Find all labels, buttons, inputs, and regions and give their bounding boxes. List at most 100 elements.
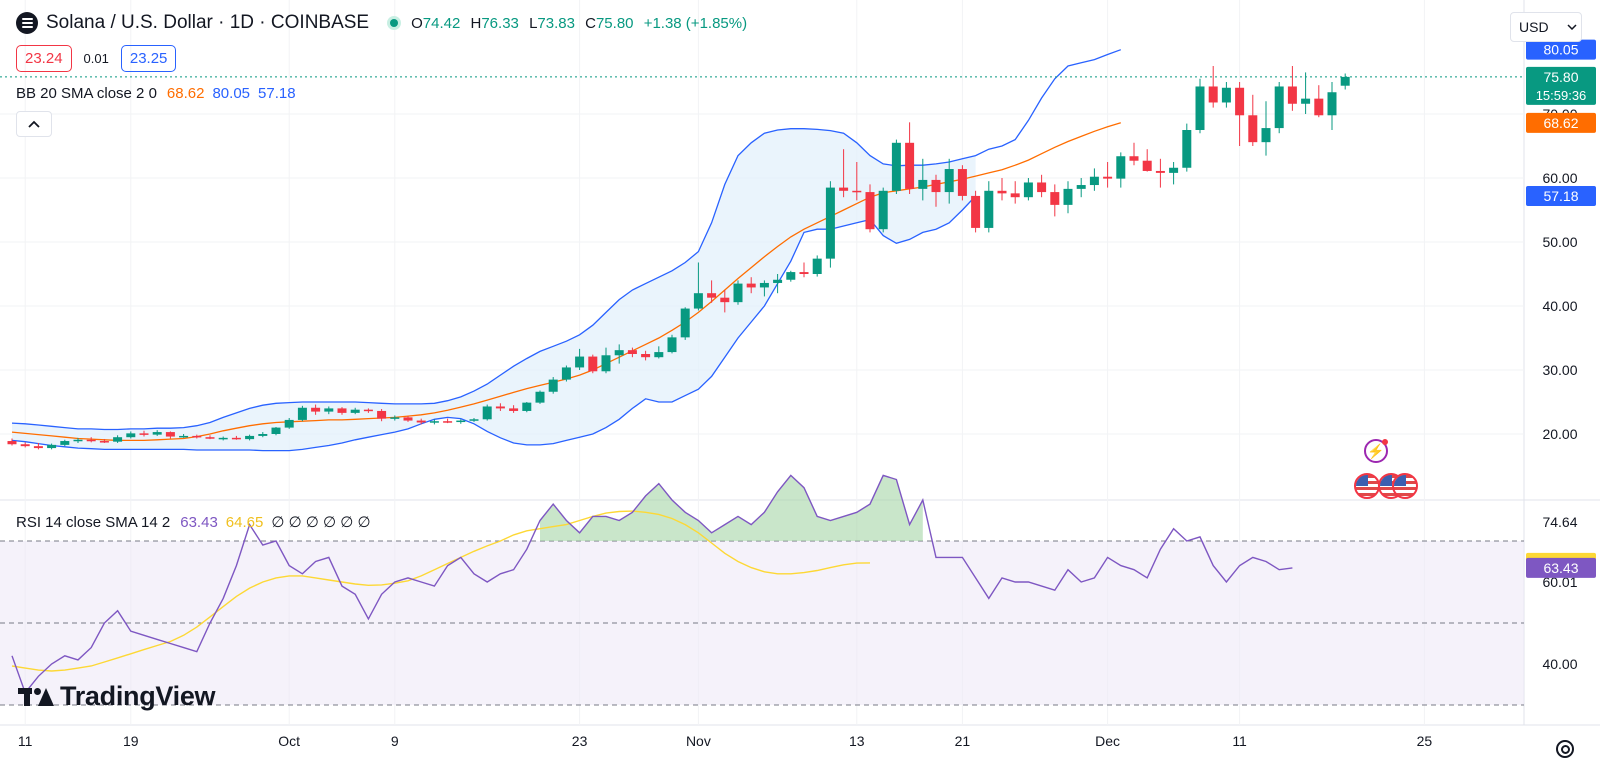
bb-upper-line [11, 49, 1122, 431]
close-value: 75.80 [595, 14, 634, 32]
candle-body [47, 444, 57, 449]
bb-fill [12, 128, 976, 451]
rsi-sma-value: 64.65 [225, 513, 264, 531]
rsi-y-tick-label: 74.64 [1542, 514, 1577, 530]
x-tick-label: 25 [1417, 733, 1433, 749]
candle-body [1023, 182, 1033, 198]
candle-body [1314, 98, 1324, 116]
solana-icon [16, 12, 38, 34]
candle-body [205, 437, 215, 439]
candle-body [720, 297, 730, 303]
open-label: O [411, 14, 423, 32]
bb-basis-price-tag-bg [1526, 112, 1596, 133]
rsi-value: 63.43 [180, 513, 218, 531]
candle-body [33, 446, 43, 449]
candle-body [1261, 128, 1271, 143]
rsi-legend-name[interactable]: RSI 14 close SMA 14 2 [16, 513, 171, 531]
candle-body [403, 417, 413, 421]
market-open-icon [387, 16, 402, 30]
bb-lower-price-tag: 57.18 [1543, 188, 1578, 204]
x-tick-label: 19 [123, 733, 139, 749]
x-tick-label: Dec [1095, 733, 1120, 749]
symbol-legend: Solana / U.S. Dollar · 1D · COINBASE O74… [16, 12, 747, 34]
candle-body [825, 187, 835, 259]
candle-body [693, 293, 703, 309]
candle-body [1208, 86, 1218, 103]
currency-label: USD [1519, 19, 1549, 35]
candle-body [865, 192, 875, 230]
settings-gear-icon[interactable] [1556, 740, 1574, 758]
rsi-legend: RSI 14 close SMA 14 2 63.43 64.65 ∅ ∅ ∅ … [16, 513, 379, 532]
lightning-icon[interactable]: ⚡ [1364, 439, 1388, 463]
bb-lower-line [11, 195, 977, 452]
rsi-overbought-fill [540, 475, 923, 541]
tradingview-logo-text: TradingView [60, 681, 216, 711]
candle-body [1155, 170, 1165, 173]
close-label: C [585, 14, 596, 32]
x-tick-label: 11 [1232, 733, 1247, 749]
candle-body [627, 350, 637, 354]
candle-body [469, 419, 479, 421]
candle-body [284, 419, 294, 428]
x-tick-label: Nov [686, 733, 711, 749]
candle-body [73, 439, 83, 442]
candle-body [588, 356, 598, 372]
x-tick-label: 21 [955, 733, 971, 749]
candle-body [231, 437, 241, 440]
rsi-y-tick-label: 60.01 [1542, 574, 1577, 590]
chevron-down-icon [1567, 24, 1577, 30]
candle-body [1037, 182, 1047, 193]
candle-body [456, 420, 466, 423]
symbol-title[interactable]: Solana / U.S. Dollar · 1D · COINBASE [46, 12, 370, 33]
buy-button[interactable]: 23.25 [120, 45, 177, 72]
candle-body [957, 169, 967, 196]
rsi-value-tag: 63.43 [1543, 560, 1578, 576]
candle-body [746, 283, 756, 288]
collapse-legend-button[interactable] [16, 111, 52, 137]
last-price-tag: 75.80 [1543, 69, 1578, 85]
x-tick-label: Oct [278, 733, 300, 749]
y-tick-label: 60.00 [1542, 170, 1577, 186]
candle-body [997, 190, 1007, 194]
candle-body [139, 433, 149, 435]
bb-upper-price-tag: 80.05 [1543, 42, 1578, 58]
bb-legend: BB 20 SMA close 2 0 68.62 80.05 57.18 [16, 85, 304, 102]
bb-upper-price-tag-bg [1526, 39, 1596, 60]
candle-body [1248, 115, 1258, 143]
candle-body [390, 417, 400, 419]
rsi-value-tag-bg [1526, 557, 1596, 578]
candle-body [126, 433, 136, 438]
candle-body [152, 432, 162, 435]
x-tick-label: 13 [849, 733, 865, 749]
rsi-y-tick-label: 40.00 [1542, 656, 1577, 672]
candle-body [1340, 76, 1350, 86]
last-price-tag-countdown: 15:59:36 [1536, 88, 1587, 103]
us-flag-icon[interactable] [1392, 473, 1418, 499]
candle-body [99, 441, 109, 443]
bb-legend-name[interactable]: BB 20 SMA close 2 0 [16, 85, 157, 102]
candle-body [1195, 86, 1205, 130]
candle-body [509, 408, 519, 411]
candle-body [733, 283, 743, 303]
bb-lower-value: 57.18 [258, 85, 296, 102]
candle-body [1063, 188, 1073, 205]
candle-body [891, 142, 901, 191]
candle-body [878, 190, 888, 230]
candle-body [984, 190, 994, 228]
candle-body [1010, 193, 1020, 198]
bb-basis-price-tag: 68.62 [1543, 115, 1578, 131]
sell-button[interactable]: 23.24 [16, 45, 72, 72]
us-flag-icon[interactable] [1354, 473, 1380, 499]
candle-body [1221, 87, 1231, 103]
candle-body [1327, 92, 1337, 116]
candle-body [179, 435, 189, 438]
candle-body [1050, 192, 1060, 205]
high-label: H [470, 14, 482, 32]
y-tick-label: 50.00 [1542, 234, 1577, 250]
candle-body [165, 432, 175, 437]
currency-select[interactable]: USD [1510, 12, 1582, 42]
tradingview-logo[interactable]: TradingView [18, 681, 216, 712]
low-value: 73.83 [537, 14, 575, 32]
